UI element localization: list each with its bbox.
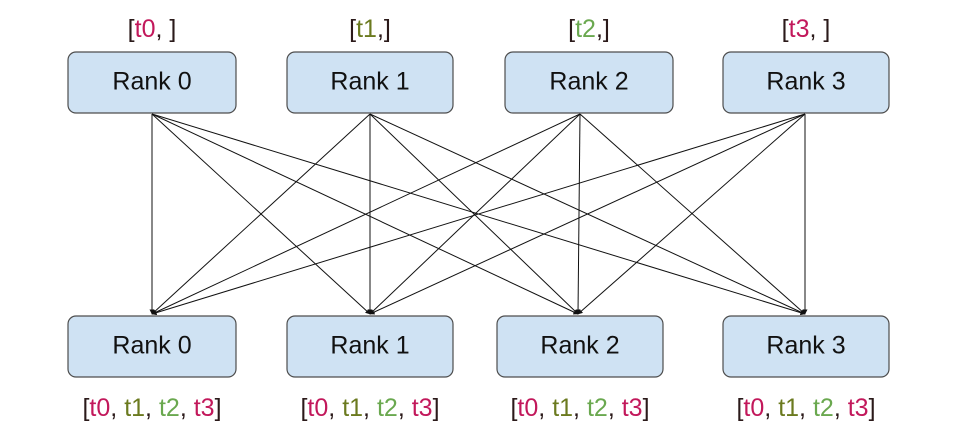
tensor-part: t3	[412, 394, 433, 422]
tensor-part: t0	[517, 394, 538, 422]
edge	[575, 113, 581, 315]
tensor-part: t3	[622, 394, 643, 422]
tensor-part: [	[568, 15, 575, 43]
tensor-part: ,	[180, 394, 194, 422]
rank-box	[504, 51, 674, 114]
rank-label: Rank 3	[766, 68, 845, 96]
tensor-part: ,	[799, 394, 813, 422]
tensor-part: ,	[538, 394, 552, 422]
tensor-part: t1	[552, 394, 573, 422]
edge	[369, 113, 579, 315]
nodes: Rank 0[t0, ]Rank 1[t1,]Rank 2[t2,]Rank 3…	[67, 15, 890, 422]
edge	[369, 113, 806, 315]
tensor-part: t1	[342, 394, 363, 422]
rank-box	[286, 51, 454, 114]
tensor-part: t0	[89, 394, 110, 422]
tensor-part: ,	[328, 394, 342, 422]
tensor-part: [	[82, 394, 89, 422]
tensor-list: [t0, t1, t2, t3]	[736, 394, 875, 422]
rank-label: Rank 2	[540, 332, 619, 360]
tensor-part: ,]	[377, 15, 391, 43]
tensor-part: t2	[377, 394, 398, 422]
tensor-part: t1	[124, 394, 145, 422]
rank-box	[67, 315, 237, 378]
edge	[577, 113, 806, 315]
rank-label: Rank 0	[112, 332, 191, 360]
tensor-part: ,	[145, 394, 159, 422]
tensor-part: t1	[778, 394, 799, 422]
rank-label: Rank 3	[766, 332, 845, 360]
tensor-list: [t0, t1, t2, t3]	[82, 394, 221, 422]
edge	[151, 113, 371, 315]
tensor-list: [t0, t1, t2, t3]	[300, 394, 439, 422]
tensor-list: [t1,]	[349, 15, 391, 43]
rank-label: Rank 1	[330, 332, 409, 360]
tensor-part: [	[782, 15, 789, 43]
tensor-part: ,]	[596, 15, 610, 43]
edge	[151, 113, 806, 316]
tensor-part: [	[736, 394, 743, 422]
tensor-part: [	[349, 15, 356, 43]
tensor-part: t1	[356, 15, 377, 43]
tensor-part: ]	[869, 394, 876, 422]
tensor-part: t0	[307, 394, 328, 422]
tensor-part: [	[128, 15, 135, 43]
tensor-part: [	[510, 394, 517, 422]
tensor-list: [t3, ]	[782, 15, 831, 43]
tensor-part: ,	[573, 394, 587, 422]
rank-box	[722, 51, 890, 114]
tensor-part: , ]	[809, 15, 830, 43]
tensor-list: [t0, ]	[128, 15, 177, 43]
edge	[579, 113, 806, 315]
tensor-part: , ]	[155, 15, 176, 43]
tensor-part: ]	[433, 394, 440, 422]
rank-box	[286, 315, 454, 378]
rank-label: Rank 2	[549, 68, 628, 96]
rank-label: Rank 0	[112, 68, 191, 96]
tensor-part: [	[300, 394, 307, 422]
tensor-list: [t0, t1, t2, t3]	[510, 394, 649, 422]
edges	[149, 113, 808, 316]
edge	[369, 113, 581, 315]
tensor-part: ,	[834, 394, 848, 422]
rank-box	[722, 315, 890, 378]
tensor-part: ,	[398, 394, 412, 422]
tensor-part: ,	[110, 394, 124, 422]
rank-box	[67, 51, 237, 114]
tensor-part: t2	[587, 394, 608, 422]
rank-box	[496, 315, 664, 378]
tensor-part: t3	[848, 394, 869, 422]
tensor-part: ]	[215, 394, 222, 422]
tensor-part: ]	[643, 394, 650, 422]
edge	[151, 113, 581, 315]
tensor-part: t3	[789, 15, 810, 43]
tensor-part: t2	[813, 394, 834, 422]
tensor-part: ,	[764, 394, 778, 422]
tensor-part: ,	[608, 394, 622, 422]
tensor-part: t3	[194, 394, 215, 422]
tensor-part: t0	[743, 394, 764, 422]
tensor-list: [t2,]	[568, 15, 610, 43]
tensor-part: t2	[159, 394, 180, 422]
tensor-part: ,	[363, 394, 377, 422]
rank-label: Rank 1	[330, 68, 409, 96]
tensor-part: t0	[135, 15, 156, 43]
tensor-part: t2	[575, 15, 596, 43]
